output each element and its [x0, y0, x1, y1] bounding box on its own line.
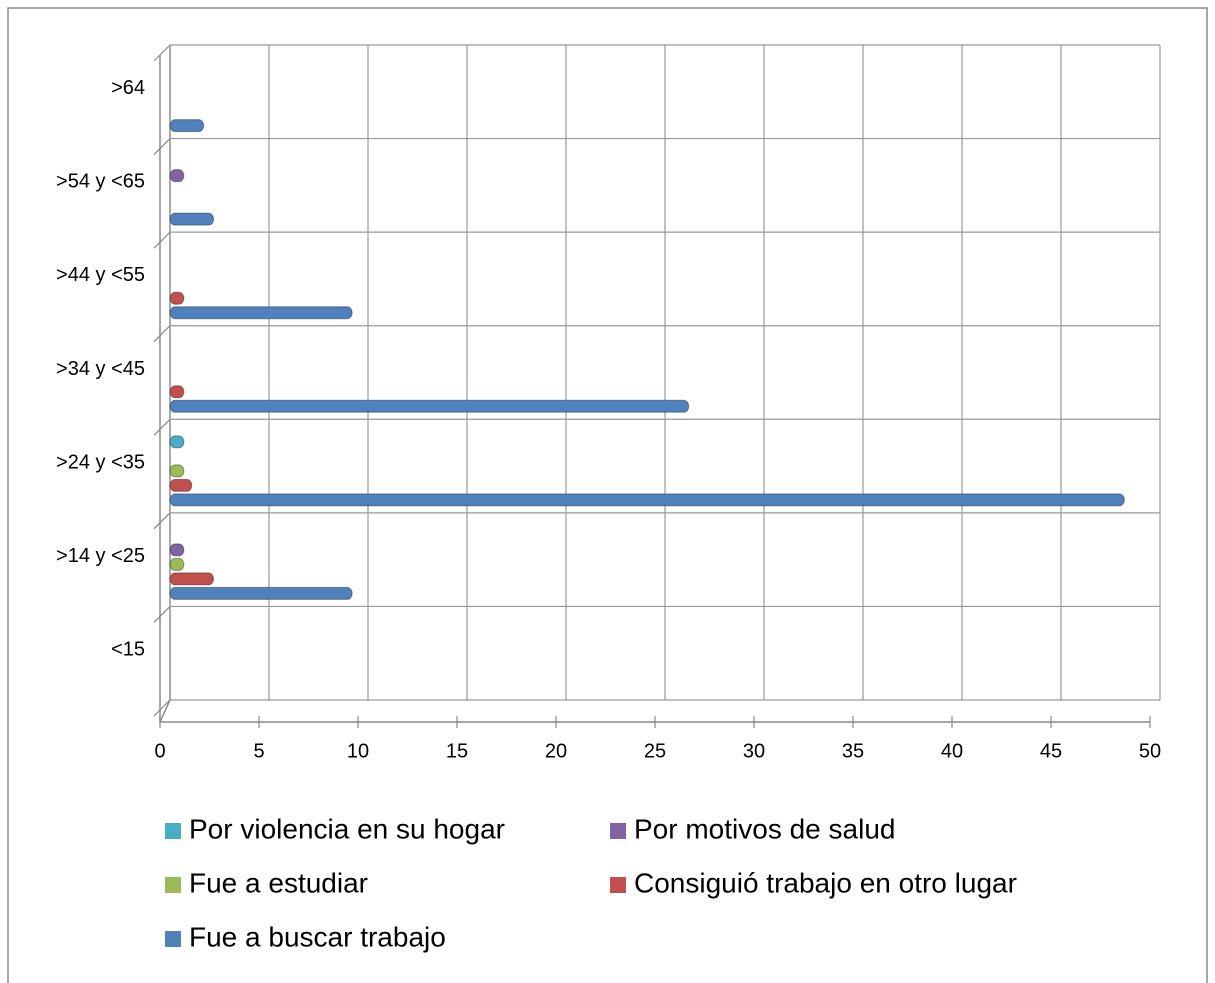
bar	[169, 478, 193, 492]
legend-label: Por motivos de salud	[634, 813, 895, 844]
legend-label: Por violencia en su hogar	[189, 813, 505, 844]
bar	[169, 586, 353, 600]
category-tick	[153, 418, 171, 436]
y-tick-label: >54 y <65	[56, 171, 145, 193]
bar	[169, 435, 185, 449]
x-tick-label: 50	[1139, 740, 1161, 762]
bar	[169, 493, 1125, 507]
category-tick	[153, 699, 171, 717]
bar	[169, 399, 690, 413]
legend-swatch	[165, 823, 181, 839]
left-wall-edge	[159, 699, 171, 723]
legend-swatch	[165, 877, 181, 893]
y-tick-label: >34 y <45	[56, 358, 145, 380]
legend-label: Fue a estudiar	[189, 867, 368, 898]
y-tick-label: >64	[111, 77, 145, 99]
bar	[169, 464, 185, 478]
category-tick	[153, 606, 171, 623]
legend-label: Consiguió trabajo en otro lugar	[634, 867, 1017, 898]
y-tick-label: >24 y <35	[56, 451, 145, 473]
category-tick	[153, 231, 171, 249]
category-tick	[153, 44, 171, 62]
bar	[169, 306, 353, 320]
x-tick-label: 0	[154, 740, 165, 762]
x-tick-label: 10	[347, 740, 369, 762]
bar	[169, 543, 185, 557]
x-tick-label: 15	[446, 740, 468, 762]
category-tick	[153, 325, 171, 343]
y-tick-label: >14 y <25	[56, 545, 145, 567]
x-tick-label: 30	[743, 740, 765, 762]
x-tick-label: 5	[253, 740, 264, 762]
legend-swatch	[610, 823, 626, 839]
legend-swatch	[165, 931, 181, 947]
category-tick	[153, 138, 171, 155]
bar	[169, 572, 215, 586]
bar	[169, 119, 205, 133]
legend-label: Fue a buscar trabajo	[189, 921, 446, 952]
x-tick-label: 45	[1040, 740, 1062, 762]
bar	[169, 212, 215, 226]
category-tick	[153, 512, 171, 530]
x-tick-label: 25	[644, 740, 666, 762]
x-tick-label: 35	[842, 740, 864, 762]
x-tick-label: 20	[545, 740, 567, 762]
x-tick-label: 40	[941, 740, 963, 762]
y-tick-label: <15	[111, 638, 145, 660]
bar	[169, 385, 185, 399]
bar	[169, 169, 185, 183]
bar	[169, 291, 185, 305]
legend-swatch	[610, 877, 626, 893]
bar	[169, 557, 185, 571]
y-tick-label: >44 y <55	[56, 264, 145, 286]
